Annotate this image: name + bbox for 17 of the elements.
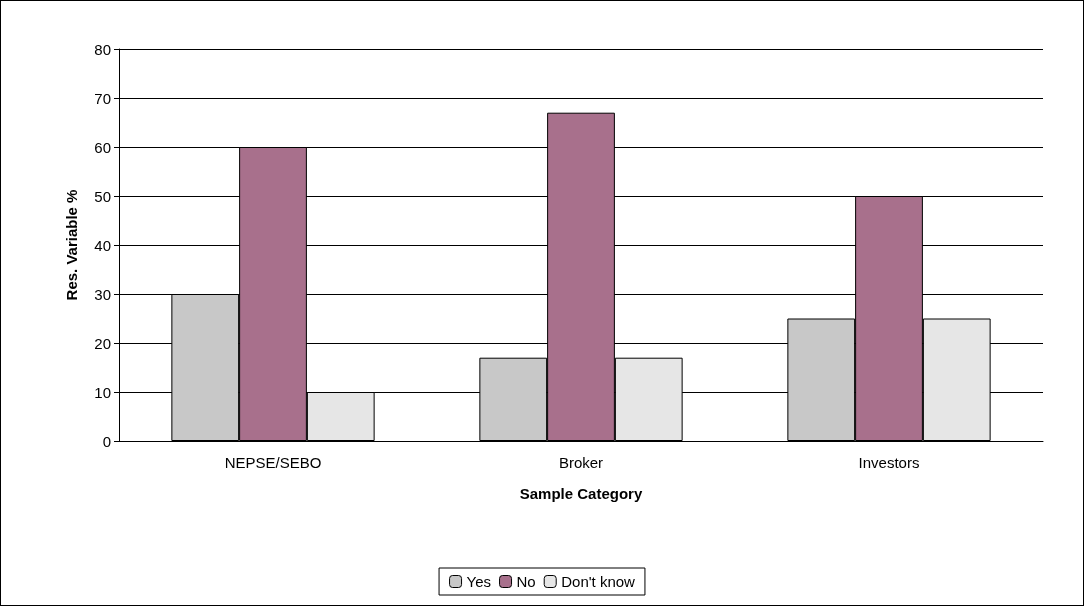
y-tick-label: 80 (94, 40, 111, 58)
y-tick-label: 50 (94, 187, 111, 205)
y-axis-title: Res. Variable % (63, 189, 80, 301)
y-tick-label: 70 (94, 89, 111, 107)
x-tick-label: Investors (858, 454, 920, 471)
y-tick-label: 0 (102, 432, 111, 450)
y-tick-label: 20 (94, 334, 111, 352)
x-tick-label: NEPSE/SEBO (224, 454, 322, 471)
legend-label: Don't know (561, 573, 636, 590)
legend-label: No (516, 573, 536, 590)
legend-label: Yes (466, 573, 492, 590)
y-tick-label: 40 (94, 236, 111, 254)
y-tick-label: 10 (94, 383, 111, 401)
x-axis-title: Sample Category (519, 485, 643, 502)
y-tick-label: 60 (94, 138, 111, 156)
x-tick-label: Broker (558, 454, 604, 471)
y-tick-label: 30 (94, 285, 111, 303)
